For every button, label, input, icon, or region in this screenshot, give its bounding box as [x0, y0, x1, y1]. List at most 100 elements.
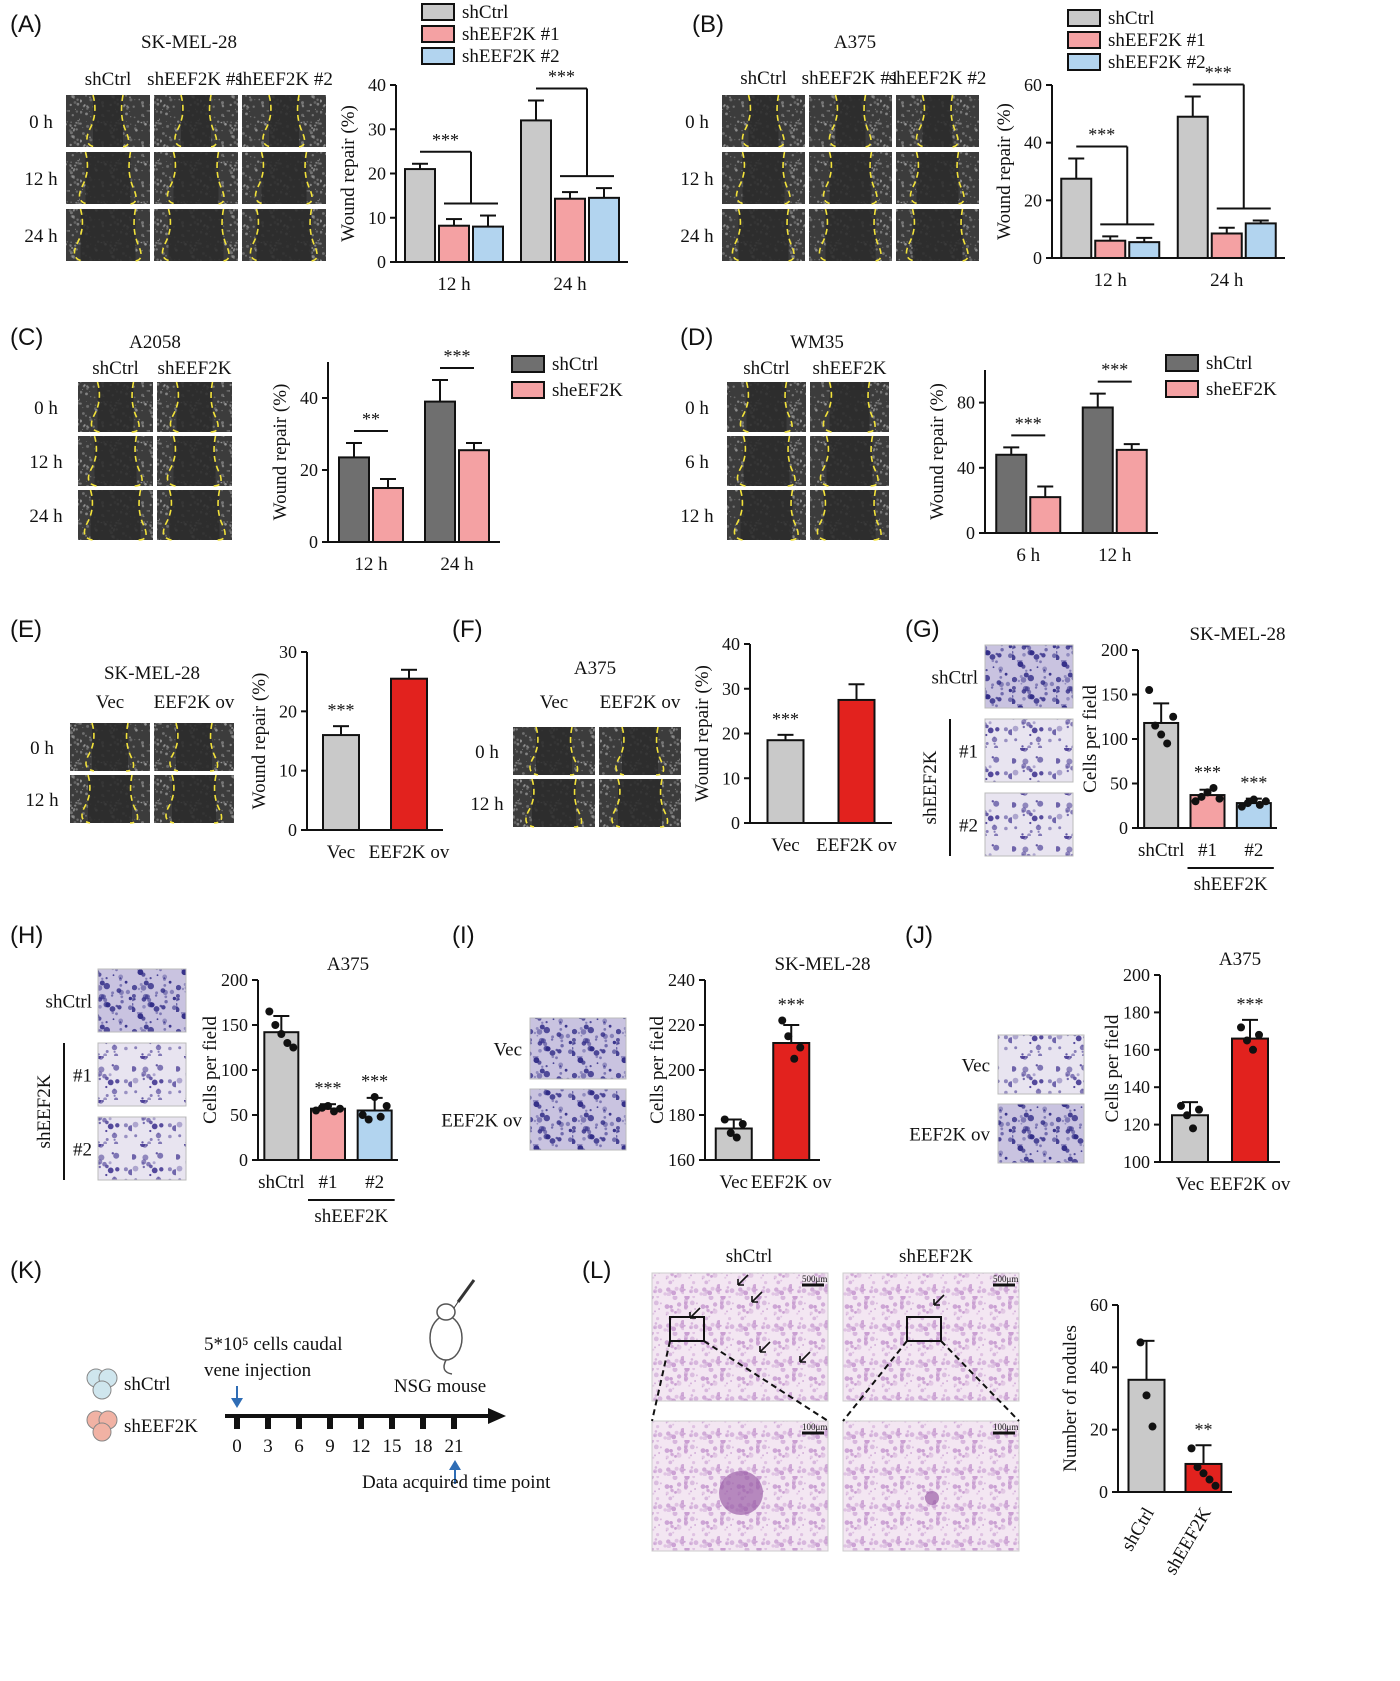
chart-A-legend-label: shCtrl	[462, 2, 508, 23]
acquired-arrow-head	[449, 1460, 461, 1470]
timeline-tick	[327, 1416, 333, 1429]
panel-F-micrograph-edge-left	[525, 778, 535, 828]
panel-C-row-label: 0 h	[34, 398, 58, 419]
chart-H-bar	[263, 1031, 300, 1161]
chart-F-bar	[766, 739, 805, 825]
chart-A-bar	[472, 225, 504, 264]
chart-L-data-point	[1142, 1391, 1151, 1400]
panel-A-micrograph-gap	[85, 152, 131, 204]
panel-D-row-label: 6 h	[685, 452, 709, 473]
chart-B-legend-label: shCtrl	[1108, 8, 1154, 29]
panel-J-transwell-image	[997, 1034, 1085, 1095]
chart-B-legend-label: shEEF2K #2	[1108, 52, 1206, 73]
panel-C-col-label: shCtrl	[92, 358, 138, 379]
chart-J-bar	[1231, 1037, 1269, 1163]
chart-D-y-label: Wound repair (%)	[927, 383, 948, 520]
panel-I-transwell-image	[529, 1088, 627, 1151]
acquired-label: Data acquired time point	[362, 1472, 551, 1493]
chart-D-y-tick-label: 40	[957, 458, 975, 478]
panel-A-row-label: 24 h	[24, 226, 58, 247]
panel-B-micrograph-edge-right	[956, 151, 965, 205]
chart-G-data-point	[1197, 792, 1206, 801]
chart-D-significance: ***	[1015, 413, 1042, 433]
chart-H-y-tick-label: 0	[239, 1150, 248, 1170]
panel-label: (J)	[905, 922, 933, 949]
chart-G-group-label: shEEF2K	[1194, 874, 1268, 895]
chart-B-bar	[1244, 222, 1277, 259]
panel-D-row-label: 12 h	[680, 506, 714, 527]
panel-H-row-label: shCtrl	[46, 992, 92, 1013]
chart-F-y-tick-label: 30	[722, 679, 740, 699]
chart-J-y-tick-label: 140	[1123, 1077, 1150, 1097]
panel-label: (A)	[10, 11, 42, 38]
chart-H-y-tick-label: 50	[230, 1105, 248, 1125]
panel-A-micrograph-gap	[168, 209, 224, 261]
chart-A-y-tick-label: 0	[377, 252, 386, 272]
panel-A-col-label: shCtrl	[85, 69, 131, 90]
timeline-label: 3	[263, 1436, 273, 1457]
panel-F-micrograph-edge-left	[615, 726, 625, 776]
chart-I-data-point	[726, 1129, 735, 1137]
panel-A-micrograph-edge-left	[86, 94, 96, 148]
chart-C-y-tick-label: 40	[300, 388, 318, 408]
chart-G-y-tick-label: 50	[1110, 774, 1128, 794]
chart-D-bar	[1081, 406, 1114, 534]
panel-A-micrograph-edge-left	[73, 208, 84, 262]
chart-J-data-point	[1237, 1023, 1245, 1032]
chart-B-legend-swatch	[1067, 9, 1101, 27]
chart-L-data-point	[1211, 1481, 1220, 1490]
panel-D-micrograph-edge-right	[784, 381, 793, 433]
chart-H-data-point	[370, 1093, 379, 1101]
panel-B-micrograph-gap	[912, 209, 963, 261]
chart-C-legend-label: sheEF2K	[552, 380, 623, 401]
panel-E-micrograph-edge-left	[169, 722, 179, 772]
panel-F-micrograph-edge-right	[655, 726, 665, 776]
chart-A-bar	[554, 197, 586, 264]
chart-I-y-tick-label: 180	[668, 1105, 695, 1125]
chart-D-legend-label: sheEF2K	[1206, 379, 1277, 400]
chart-H-bar	[310, 1107, 346, 1161]
chart-I-data-point	[720, 1115, 729, 1124]
chart-C-bar	[458, 449, 490, 544]
panel-C-title: A2058	[129, 332, 181, 353]
panel-C-row-label: 12 h	[29, 452, 63, 473]
panel-A-micrograph-gap	[256, 209, 312, 261]
chart-C-x-tick-label: 12 h	[354, 554, 388, 575]
chart-B-bar	[1060, 177, 1093, 259]
panel-C-micrograph-edge-left	[87, 435, 98, 487]
chart-E-y-tick-label: 0	[288, 820, 297, 840]
chart-B-x-tick-label: 24 h	[1210, 270, 1244, 291]
chart-F-x-tick-label: EEF2K ov	[816, 835, 897, 856]
chart-H-data-point	[364, 1115, 373, 1124]
syringe-needle-icon	[453, 1301, 459, 1309]
panel-E-micrograph-gap	[172, 775, 216, 823]
chart-G-title: SK-MEL-28	[1189, 624, 1285, 645]
panel-A-title: SK-MEL-28	[141, 32, 237, 53]
panel-L-arrow-icon	[759, 1341, 771, 1353]
timeline-label: 21	[445, 1436, 464, 1457]
panel-F-row-label: 0 h	[475, 742, 499, 763]
chart-D-legend-label: shCtrl	[1206, 353, 1252, 374]
chart-G-data-point	[1243, 799, 1252, 808]
chart-H-y-tick-label: 150	[221, 1015, 248, 1035]
panel-B-micrograph-gap	[835, 95, 866, 147]
chart-F-y-label: Wound repair (%)	[692, 665, 713, 802]
chart-A-legend-swatch	[421, 47, 455, 65]
chart-E-bar	[390, 677, 428, 832]
panel-E-col-label: Vec	[96, 692, 124, 713]
panel-L-zoom-line	[651, 1340, 671, 1422]
panel-L-col-label: shEEF2K	[899, 1246, 973, 1267]
chart-C-bar	[424, 400, 456, 543]
timeline-label: 0	[232, 1436, 242, 1457]
panel-D-micrograph-edge-left	[739, 381, 750, 433]
chart-I-x-tick-label: EEF2K ov	[751, 1172, 832, 1193]
panel-D-row-label: 0 h	[685, 398, 709, 419]
chart-C-significance: **	[362, 409, 380, 429]
panel-L-zoom-line	[703, 1340, 829, 1422]
panel-B-micrograph-edge-left	[909, 151, 920, 205]
chart-H-data-point	[336, 1104, 344, 1113]
chart-J-title: A375	[1219, 949, 1261, 970]
cell-icon-ctrl	[92, 1380, 112, 1400]
panel-A-col-label: shEEF2K #2	[235, 69, 333, 90]
